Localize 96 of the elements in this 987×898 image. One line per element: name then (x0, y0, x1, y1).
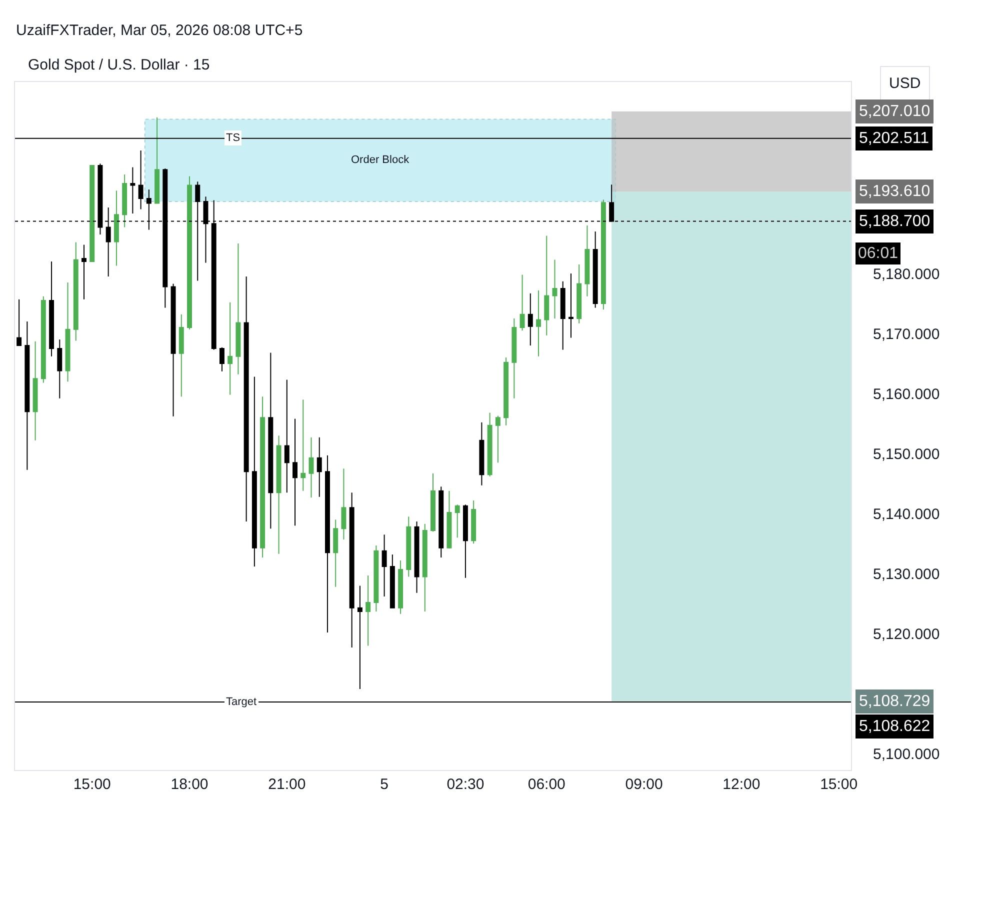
candlestick (90, 164, 95, 262)
candlestick (308, 436, 314, 498)
candlestick (325, 454, 330, 634)
candlestick (374, 544, 379, 612)
text: 5,207.010 (859, 103, 930, 120)
candlestick (236, 242, 241, 375)
candlestick (576, 264, 582, 324)
candlestick (528, 292, 533, 346)
candlestick (114, 190, 119, 266)
candlestick (228, 302, 233, 396)
y-tick-label: 5,180.000 (873, 266, 940, 283)
chart-title: Gold Spot / U.S. Dollar · 15 (28, 56, 210, 74)
text: 5,202.511 (859, 130, 930, 147)
candlestick (422, 523, 428, 612)
x-tick-label: 06:00 (528, 776, 566, 793)
text: USD (889, 75, 921, 92)
candlestick (219, 346, 224, 372)
candlestick (73, 242, 78, 342)
candlestick (584, 224, 590, 297)
candlestick (244, 276, 249, 522)
x-tick-label: 15:00 (820, 776, 858, 793)
candlestick (49, 261, 54, 357)
candlestick (536, 290, 541, 357)
candlestick (479, 422, 484, 486)
candlestick (260, 396, 266, 558)
candlestick (65, 282, 70, 382)
y-tick-label: 5,170.000 (873, 326, 940, 343)
candlestick (495, 415, 500, 464)
candlestick (154, 116, 160, 204)
candlestick (178, 314, 184, 398)
candlestick (438, 486, 444, 558)
candlestick (82, 244, 86, 300)
y-tick-label: 5,100.000 (873, 746, 940, 764)
candlestick (349, 492, 354, 648)
y-tick-label: 5,120.000 (873, 626, 940, 643)
text: 5,188.700 (859, 213, 930, 230)
candlestick (292, 418, 298, 526)
candlestick (130, 166, 136, 214)
candlestick (333, 519, 338, 588)
candlestick (406, 516, 412, 578)
candlestick (341, 468, 346, 540)
candlestick (487, 412, 492, 477)
x-tick-label: 21:00 (268, 776, 306, 793)
candlestick (446, 490, 452, 549)
candlestick (504, 357, 509, 426)
x-tick-label: 12:00 (722, 776, 760, 793)
y-tick-label: 5,160.000 (873, 386, 940, 403)
x-tick-label: 09:00 (625, 776, 663, 793)
candlestick (520, 274, 525, 332)
candlestick (138, 150, 144, 210)
text: UzaifFXTrader, Mar 05, 2026 08:08 UTC+5 (16, 22, 303, 39)
candlestick (398, 560, 404, 614)
candlestick (24, 321, 30, 470)
candlestick (390, 554, 395, 608)
y-tick-label: 5,130.000 (873, 566, 940, 583)
candlestick (122, 174, 128, 228)
candlestick (544, 235, 550, 336)
x-tick-label: 02:30 (446, 776, 484, 793)
candlestick (462, 504, 468, 578)
candlestick (284, 379, 290, 494)
candlestick (592, 230, 598, 308)
candlestick (57, 339, 62, 399)
text: 5,193.610 (859, 183, 930, 200)
ref-line-label: TS (226, 132, 240, 144)
candlestick (366, 574, 371, 646)
x-tick-label: 18:00 (170, 776, 208, 793)
candlestick (471, 500, 476, 544)
band-label: Order Block (351, 154, 410, 166)
candlestick (268, 352, 274, 530)
x-tick-label: 15:00 (73, 776, 111, 793)
candlestick (560, 280, 566, 350)
candlestick (40, 296, 46, 384)
y-tick-label: 5,140.000 (873, 506, 940, 523)
text: 5,108.729 (859, 693, 930, 710)
candlestick (32, 340, 38, 441)
candlestick (512, 318, 517, 399)
candlestick (16, 298, 22, 346)
candlestick (454, 504, 460, 538)
candlestick (382, 534, 387, 597)
candlestick (316, 436, 322, 498)
x-tick-label: 5 (380, 776, 388, 793)
text: 5,108.622 (859, 718, 930, 735)
ref-line-label: Target (226, 696, 257, 708)
text: 06:01 (858, 245, 898, 262)
y-tick-label: 5,150.000 (873, 446, 940, 463)
candlestick (252, 376, 257, 567)
candlestick (187, 176, 192, 330)
candlestick (300, 399, 306, 492)
candlestick (600, 199, 606, 310)
candlestick (276, 435, 282, 554)
candlestick (568, 273, 574, 338)
candlestick (552, 259, 558, 320)
candlestick (430, 472, 436, 532)
candlestick (170, 283, 176, 417)
candlestick (414, 520, 420, 594)
candlestick (357, 585, 362, 690)
